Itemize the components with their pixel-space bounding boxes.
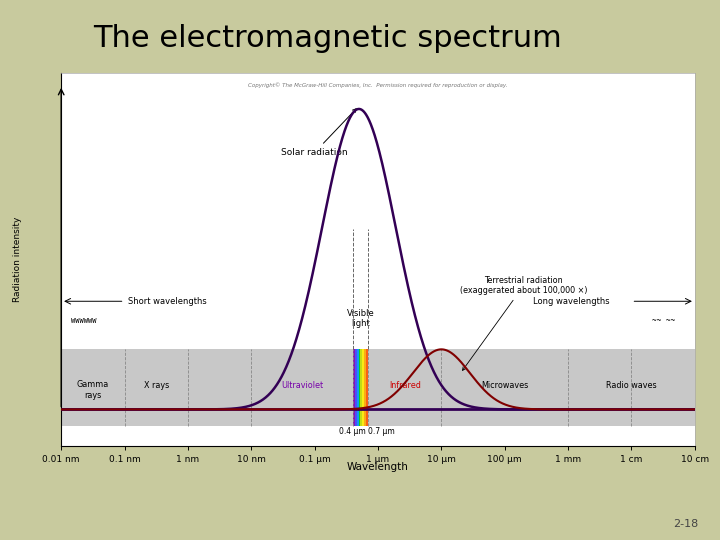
Bar xyxy=(366,349,368,426)
Text: 0.4 μm: 0.4 μm xyxy=(339,427,366,436)
Bar xyxy=(61,349,695,426)
Text: Gamma
rays: Gamma rays xyxy=(77,380,109,400)
Text: ~~ ~~: ~~ ~~ xyxy=(652,316,675,325)
Text: Visible
light: Visible light xyxy=(346,309,374,328)
Bar xyxy=(353,349,355,426)
Text: WWWWWW: WWWWWW xyxy=(71,318,96,324)
Bar xyxy=(361,349,362,426)
Text: Wavelength: Wavelength xyxy=(347,462,409,472)
Text: X rays: X rays xyxy=(143,381,169,390)
Text: Microwaves: Microwaves xyxy=(481,381,528,390)
Text: Solar radiation: Solar radiation xyxy=(282,109,356,157)
Text: Radiation intensity: Radiation intensity xyxy=(14,217,22,302)
Bar xyxy=(359,349,361,426)
Bar xyxy=(355,349,356,426)
Text: Infrared: Infrared xyxy=(389,381,420,390)
Text: The electromagnetic spectrum: The electromagnetic spectrum xyxy=(94,24,562,53)
Text: Copyright© The McGraw-Hill Companies, Inc.  Permission required for reproduction: Copyright© The McGraw-Hill Companies, In… xyxy=(248,82,508,87)
Text: Terrestrial radiation
(exaggerated about 100,000 ×): Terrestrial radiation (exaggerated about… xyxy=(460,276,588,370)
Text: Ultraviolet: Ultraviolet xyxy=(281,381,323,390)
Text: Long wavelengths: Long wavelengths xyxy=(533,297,609,306)
Bar xyxy=(356,349,359,426)
Text: 0.7 μm: 0.7 μm xyxy=(368,427,395,436)
Text: Radio waves: Radio waves xyxy=(606,381,657,390)
Text: Short wavelengths: Short wavelengths xyxy=(127,297,207,306)
Text: 2-18: 2-18 xyxy=(673,519,698,529)
Bar xyxy=(364,349,366,426)
Bar xyxy=(362,349,364,426)
